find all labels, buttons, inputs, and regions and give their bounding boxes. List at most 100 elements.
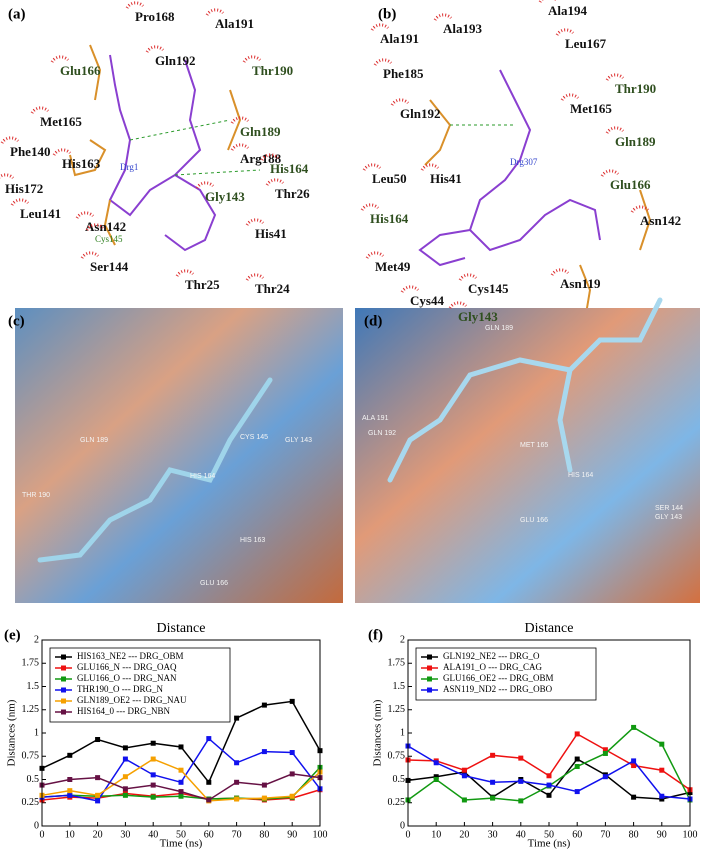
residue-label: GLN 189 xyxy=(80,437,108,444)
point xyxy=(234,796,240,802)
hydrophobic-arc xyxy=(630,205,650,213)
point xyxy=(150,756,156,762)
hydrophobic-arc xyxy=(400,285,420,293)
hydrophobic-arc xyxy=(242,55,262,63)
hydrophobic-arc xyxy=(0,136,20,144)
point xyxy=(261,749,267,755)
hydrophobic-arc xyxy=(560,93,580,101)
residue-label: GLN 189 xyxy=(485,325,513,332)
residue-label: Leu167 xyxy=(565,36,607,51)
x-tick-label: 90 xyxy=(657,829,667,840)
point xyxy=(659,796,665,802)
point xyxy=(178,779,184,785)
residue-label: Thr25 xyxy=(185,277,220,292)
point xyxy=(95,792,101,798)
point xyxy=(289,793,295,799)
panel-label: (f) xyxy=(368,627,383,643)
point xyxy=(67,788,73,794)
legend-marker xyxy=(427,665,432,671)
plot-frame xyxy=(407,639,691,827)
residue-label: Cys145 xyxy=(468,281,509,296)
residue-label: His41 xyxy=(255,226,287,241)
residue-label: Phe140 xyxy=(10,144,50,159)
residue-label: Ser144 xyxy=(90,259,129,274)
hydrophobic-arc xyxy=(265,178,285,186)
x-tick-label: 100 xyxy=(313,829,328,840)
hydrophobic-arc xyxy=(80,251,100,259)
point xyxy=(95,775,101,781)
residue-label: Gly143 xyxy=(458,309,498,324)
residue-label: Gly143 xyxy=(205,189,245,204)
hydrophobic-arc xyxy=(600,169,620,177)
point xyxy=(574,731,580,737)
hydrophobic-arc xyxy=(30,106,50,114)
legend-label: GLN192_NE2 --- DRG_O xyxy=(443,651,540,661)
x-tick-label: 30 xyxy=(488,829,498,840)
point xyxy=(122,786,128,792)
point xyxy=(574,756,580,762)
point xyxy=(490,795,496,801)
hydrophobic-arc xyxy=(360,203,380,211)
point xyxy=(122,756,128,762)
x-tick-label: 10 xyxy=(431,829,441,840)
legend-label: ASN119_ND2 --- DRG_OBO xyxy=(443,684,553,694)
point xyxy=(261,702,267,708)
surface-image-d xyxy=(355,308,700,603)
point xyxy=(574,789,580,795)
legend-marker xyxy=(427,687,432,693)
legend-label: ALA191_O --- DRG_CAG xyxy=(443,662,542,672)
residue-label: Glu166 xyxy=(610,177,651,192)
x-tick-label: 90 xyxy=(287,829,297,840)
y-tick-label: 0.75 xyxy=(22,751,40,762)
plot-frame xyxy=(41,639,321,827)
legend-marker xyxy=(61,709,66,715)
ligand-label: Drg307 xyxy=(510,157,538,167)
point xyxy=(546,773,552,779)
hydrophobic-arc xyxy=(373,58,393,66)
point xyxy=(631,724,637,730)
point xyxy=(122,745,128,751)
residue-label: Met49 xyxy=(375,259,411,274)
point xyxy=(659,767,665,773)
y-axis-label: Distances (nm) xyxy=(6,699,18,766)
residue-label: GLY 143 xyxy=(655,514,682,521)
y-tick-label: 0.5 xyxy=(27,774,40,785)
residue-label: SER 144 xyxy=(655,505,683,512)
x-tick-label: 20 xyxy=(93,829,103,840)
hydrophobic-arc xyxy=(420,163,440,171)
hydrophobic-arc xyxy=(538,0,556,3)
point xyxy=(433,760,439,766)
x-tick-label: 60 xyxy=(204,829,214,840)
x-tick-label: 40 xyxy=(516,829,526,840)
residue-label: HIS 164 xyxy=(190,473,215,480)
residue-label: Ala191 xyxy=(215,16,254,31)
residue-label: Asn142 xyxy=(85,219,126,234)
residue-label: His164 xyxy=(270,161,309,176)
point xyxy=(122,774,128,780)
legend-marker xyxy=(61,676,66,682)
y-tick-label: 1.75 xyxy=(22,658,40,669)
series-line xyxy=(407,745,691,800)
residue-label: His172 xyxy=(5,181,43,196)
hydrophobic-arc xyxy=(85,223,105,231)
x-tick-label: 40 xyxy=(148,829,158,840)
residue-label: Thr190 xyxy=(615,81,656,96)
point xyxy=(602,750,608,756)
hydrophobic-arc xyxy=(370,23,390,31)
x-tick-label: 50 xyxy=(544,829,554,840)
residue-label: His163 xyxy=(62,156,101,171)
x-tick-label: 30 xyxy=(120,829,130,840)
residue-label: GLU 166 xyxy=(200,580,228,587)
y-tick-label: 2 xyxy=(34,634,39,645)
residue-label: His41 xyxy=(430,171,462,186)
residue-label: Leu50 xyxy=(372,171,407,186)
hydrophobic-arc xyxy=(365,251,385,259)
y-tick-label: 1.5 xyxy=(27,681,40,692)
hydrophobic-arc xyxy=(125,1,145,9)
legend-marker xyxy=(61,687,66,693)
residue-label: ALA 191 xyxy=(362,415,389,422)
point xyxy=(178,744,184,750)
panel-label: (e) xyxy=(4,627,21,643)
y-tick-label: 1 xyxy=(34,727,39,738)
